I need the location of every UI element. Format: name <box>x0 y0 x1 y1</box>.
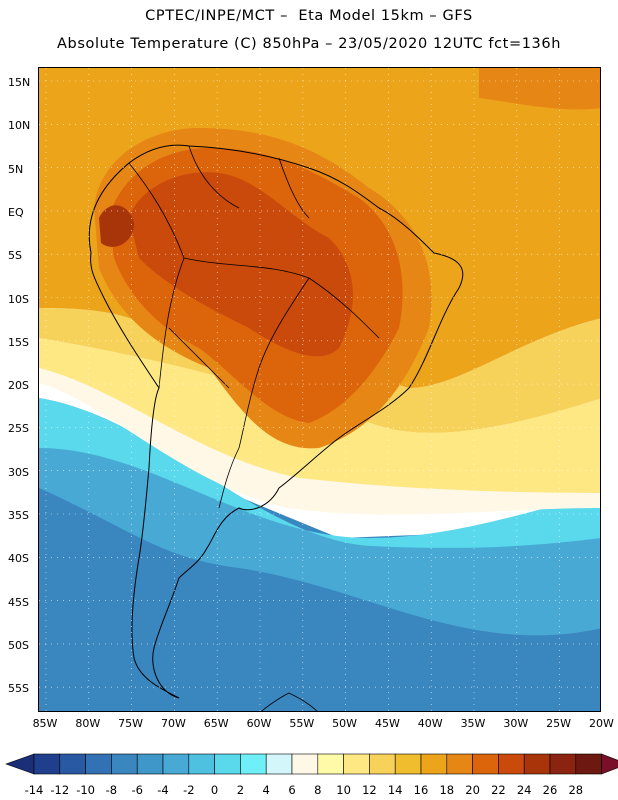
lon-label: 30W <box>503 717 529 730</box>
colorbar-label: 26 <box>542 783 558 797</box>
colorbar-swatch <box>317 753 344 775</box>
colorbar-label: 24 <box>516 783 532 797</box>
colorbar-label: 8 <box>314 783 322 797</box>
pale-band <box>39 368 600 515</box>
colorbar-label: 20 <box>465 783 480 797</box>
colorbar-swatch <box>394 753 422 775</box>
colorbar-swatch <box>188 753 215 775</box>
colorbar-label: -2 <box>183 783 195 797</box>
country-border <box>218 447 240 509</box>
colorbar-swatch <box>343 753 370 775</box>
dark-brown-core <box>99 205 134 247</box>
temperature-map <box>39 68 600 711</box>
lon-label: 50W <box>332 717 358 730</box>
lat-label: 15S <box>8 335 29 349</box>
lon-label: 35W <box>460 717 486 730</box>
colorbar-label: 2 <box>236 783 245 797</box>
map-frame <box>38 67 601 712</box>
temperature-field <box>39 68 600 711</box>
colorbar-swatch <box>291 753 319 775</box>
lat-label: 45S <box>8 595 29 609</box>
colorbar-low-arrow <box>5 753 35 775</box>
lat-label: 15N <box>8 76 31 89</box>
colorbar-swatch <box>523 753 551 775</box>
colorbar-label: 12 <box>362 783 377 797</box>
country-border <box>238 277 310 449</box>
country-border <box>188 145 240 209</box>
colorbar-label: -8 <box>105 783 118 797</box>
lon-label: 85W <box>32 717 58 730</box>
title-line-1: CPTEC/INPE/MCT – Eta Model 15km – GFS <box>145 8 473 24</box>
lat-label: 10S <box>8 292 29 306</box>
colorbar-swatch <box>85 753 112 775</box>
lat-label: EQ <box>8 205 24 219</box>
colorbar-swatch <box>265 753 293 775</box>
colorbar-label: 0 <box>210 783 219 797</box>
lon-label: 60W <box>246 717 272 730</box>
colorbar <box>5 753 618 775</box>
lon-label: 80W <box>75 717 101 730</box>
colorbar-high-arrow <box>601 753 618 775</box>
colorbar-label: 18 <box>439 783 455 797</box>
lon-label: 25W <box>546 717 572 730</box>
continent-outline <box>88 144 464 699</box>
lat-label: 55S <box>8 682 29 696</box>
colorbar-swatch <box>369 753 396 775</box>
lat-label: 5N <box>8 162 24 176</box>
lat-label: 10N <box>8 119 31 133</box>
lon-label: 20W <box>588 717 614 730</box>
lat-label: 50S <box>8 638 29 652</box>
colorbar-label: 14 <box>387 783 403 797</box>
colorbar-swatch <box>446 753 473 775</box>
colorbar-label: 22 <box>491 783 506 797</box>
colorbar-swatch <box>549 753 577 775</box>
country-border <box>168 327 230 389</box>
lon-label: 55W <box>289 717 315 730</box>
dark-orange-ne <box>479 68 600 110</box>
colorbar-label: -4 <box>157 783 169 797</box>
lat-label: 20S <box>8 379 29 393</box>
lon-label: 65W <box>203 717 229 730</box>
title-line-2: Absolute Temperature (C) 850hPa – 23/05/… <box>57 36 561 52</box>
lat-label: 5S <box>8 249 22 263</box>
country-border <box>278 157 310 219</box>
colorbar-swatch <box>136 753 164 775</box>
lon-label: 45W <box>374 717 400 730</box>
colorbar-label: 16 <box>413 783 429 797</box>
colorbar-swatch <box>420 753 448 775</box>
coastline <box>88 144 464 711</box>
lat-label: 40S <box>8 552 29 566</box>
colorbar-swatch <box>162 753 190 775</box>
falklands-outline <box>261 692 318 711</box>
lon-label: 75W <box>118 717 144 730</box>
country-border <box>128 162 185 259</box>
lat-label: 30S <box>8 465 29 479</box>
country-border <box>158 257 185 389</box>
lon-label: 40W <box>417 717 443 730</box>
lon-label: 70W <box>160 717 186 730</box>
brown-core <box>129 172 353 357</box>
colorbar-swatch <box>498 753 525 775</box>
lat-label: 35S <box>8 509 29 522</box>
colorbar-label: 4 <box>262 783 270 797</box>
colorbar-swatch <box>575 753 602 775</box>
colorbar-label: -12 <box>50 783 70 797</box>
colorbar-label: 6 <box>288 783 296 797</box>
colorbar-label: -14 <box>24 783 44 797</box>
colorbar-label: -10 <box>76 783 95 797</box>
colorbar-swatch <box>240 753 267 775</box>
colorbar-swatch <box>214 753 241 775</box>
colorbar-label: -6 <box>131 783 143 797</box>
colorbar-label: 28 <box>568 783 584 797</box>
southern-cold-core <box>399 637 519 699</box>
colorbar-swatch <box>33 753 61 775</box>
ocean-mid-region <box>39 398 600 548</box>
colorbar-swatch <box>59 753 86 775</box>
ocean-cool-region <box>39 398 600 636</box>
colorbar-label: 10 <box>336 783 351 797</box>
colorbar-swatch <box>111 753 138 775</box>
colorbar-swatch <box>472 753 499 775</box>
lat-label: 25S <box>8 422 29 436</box>
